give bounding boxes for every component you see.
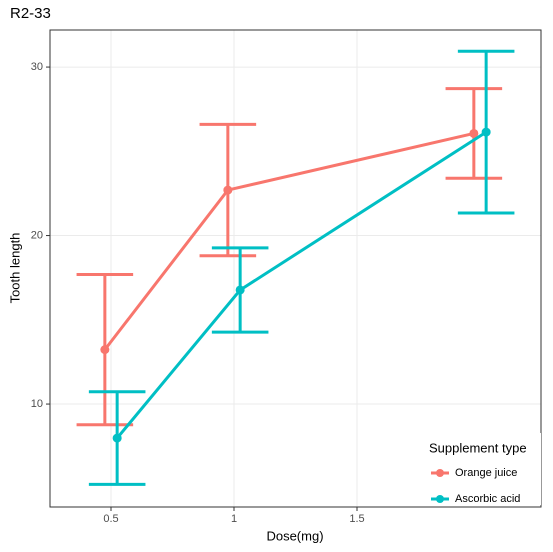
chart-title: R2-33 [10, 5, 51, 22]
plot-border [49, 29, 542, 508]
x-tick-label: 1 [231, 513, 237, 525]
point [100, 345, 110, 355]
line [103, 131, 475, 351]
legend-key-point [436, 469, 444, 477]
legend-title: Supplement type [429, 440, 527, 455]
legend-key-point [436, 495, 444, 503]
point [235, 285, 245, 295]
legend-label: Orange juice [455, 467, 517, 479]
point [469, 128, 479, 138]
legend-label: Ascorbic acid [455, 493, 520, 505]
point [481, 127, 491, 137]
legend-box [415, 433, 541, 505]
point [112, 433, 122, 443]
y-tick-label: 20 [31, 229, 43, 241]
legend: Supplement type Orange juice Ascorbic acid [415, 433, 541, 505]
x-tick-label: 1.5 [349, 513, 364, 525]
x-axis-label: Dose(mg) [266, 528, 323, 543]
point [223, 185, 233, 195]
x-tick-label: 0.5 [103, 513, 118, 525]
y-tick-label: 10 [31, 398, 43, 410]
line [116, 130, 487, 440]
y-axis-label: Tooth length [7, 233, 22, 304]
y-tick-label: 30 [31, 61, 43, 73]
